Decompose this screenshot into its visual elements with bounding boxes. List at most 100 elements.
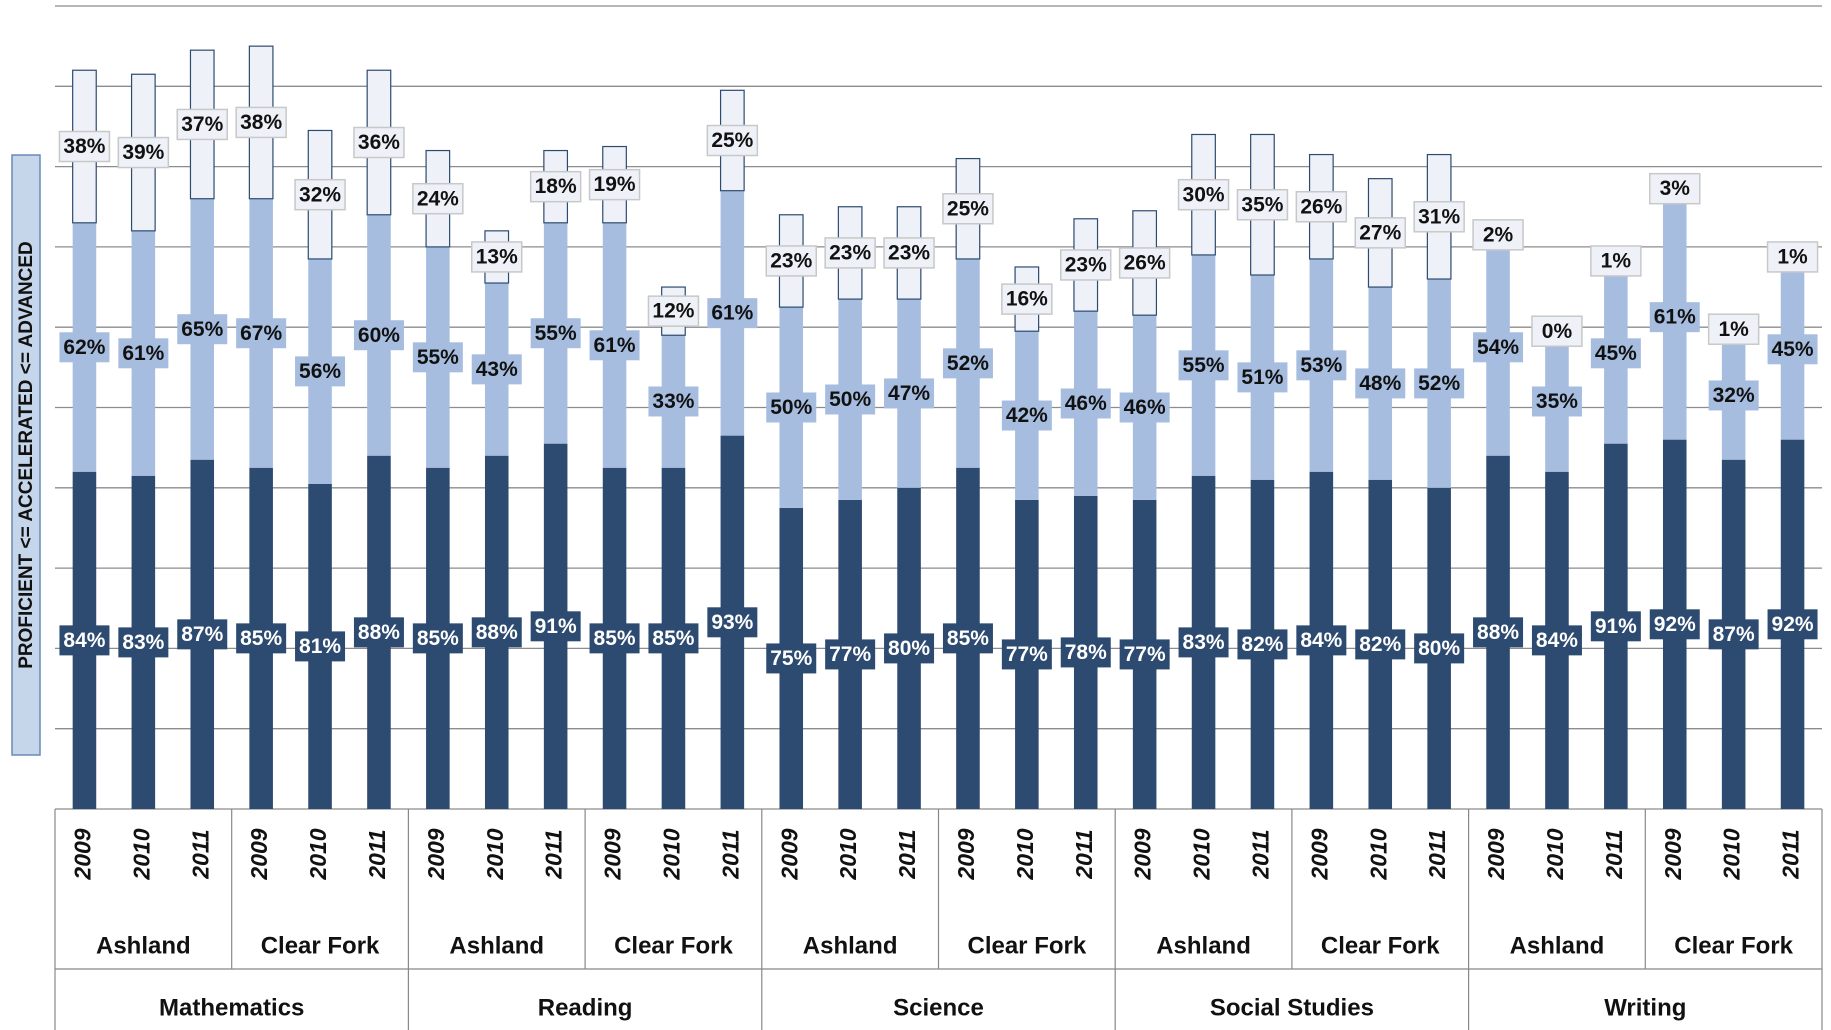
value-label: 23% (1065, 254, 1107, 277)
x-tick-label: 2009 (1306, 828, 1332, 880)
value-label-group: 85% (648, 623, 699, 654)
group-label: Ashland (449, 932, 544, 959)
supergroup-label: Writing (1604, 994, 1686, 1021)
value-label: 55% (417, 346, 459, 369)
value-label-box (295, 631, 346, 662)
value-label-box (353, 617, 404, 648)
value-label-box (588, 168, 641, 201)
value-label-box (1708, 380, 1759, 411)
value-label-box (1767, 609, 1818, 640)
x-tick-label: 2010 (659, 828, 685, 880)
x-tick-label: 2009 (1660, 828, 1686, 880)
value-label: 85% (240, 627, 282, 650)
group-label: Ashland (803, 932, 898, 959)
value-label-group: 39% (117, 136, 170, 169)
value-label: 23% (770, 249, 812, 272)
value-label: 91% (535, 615, 577, 638)
x-tick-label: 2011 (1601, 829, 1627, 879)
value-label: 65% (181, 318, 223, 341)
value-label-box (765, 245, 817, 277)
value-label: 1% (1777, 245, 1808, 268)
value-label: 51% (1241, 366, 1283, 389)
value-label-group: 50% (766, 392, 817, 423)
value-label-box (1649, 172, 1701, 205)
value-label-group: 88% (353, 617, 404, 648)
value-label-box (236, 623, 287, 654)
value-label-group: 45% (1590, 338, 1641, 369)
value-label-box (59, 625, 110, 656)
value-label: 13% (476, 245, 518, 268)
value-label-group: 23% (883, 237, 935, 269)
y-axis-label-group: PROFICIENT <= ACCELERATED <= ADVANCED (11, 154, 41, 756)
group-label: Clear Fork (1321, 932, 1440, 959)
value-label-box (59, 332, 110, 363)
value-label-group: 43% (471, 354, 522, 385)
value-label-box (1296, 350, 1347, 381)
value-label: 93% (711, 611, 753, 634)
value-label-group: 93% (707, 607, 758, 638)
value-label: 46% (1124, 396, 1166, 419)
value-label-box (1590, 245, 1642, 277)
x-tick-label: 2010 (128, 828, 154, 880)
value-label: 75% (770, 647, 812, 670)
x-tick-label: 2010 (1012, 828, 1038, 880)
value-label: 61% (594, 334, 636, 357)
value-label: 78% (1065, 641, 1107, 664)
value-label-group: 91% (530, 611, 581, 642)
value-label-group: 25% (706, 124, 759, 157)
value-label-box (1472, 219, 1524, 251)
value-label-group: 77% (1001, 639, 1052, 670)
value-label: 36% (358, 131, 400, 154)
value-label-box (118, 627, 169, 658)
value-label-group: 32% (1708, 380, 1759, 411)
value-label: 32% (1713, 384, 1755, 407)
value-label-group: 16% (1001, 283, 1053, 315)
value-label: 55% (1183, 354, 1225, 377)
x-tick-label: 2011 (1071, 829, 1097, 879)
value-label-box (942, 623, 993, 654)
value-label: 33% (652, 390, 694, 413)
value-label-group: 55% (1178, 350, 1229, 381)
group-label: Clear Fork (1674, 932, 1793, 959)
value-label-box (353, 320, 404, 351)
value-label-group: 48% (1355, 368, 1406, 399)
value-label-box (1413, 201, 1465, 233)
value-label-group: 47% (884, 378, 935, 409)
value-label: 37% (181, 113, 223, 136)
value-label-group: 82% (1355, 629, 1406, 660)
value-label-group: 18% (529, 170, 582, 203)
value-label-group: 31% (1413, 201, 1465, 233)
value-label: 38% (63, 135, 105, 158)
value-label: 83% (1183, 631, 1225, 654)
value-label-box (471, 354, 522, 385)
value-label-box (1531, 386, 1582, 417)
x-tick-label: 2009 (1130, 828, 1156, 880)
value-label-box (706, 124, 759, 157)
x-tick-label: 2010 (835, 828, 861, 880)
value-label-group: 61% (589, 330, 640, 361)
value-label-group: 83% (1178, 627, 1229, 658)
value-label: 18% (535, 175, 577, 198)
value-label-box (707, 298, 758, 329)
value-label-group: 92% (1649, 609, 1700, 640)
value-label-box (1708, 619, 1759, 650)
value-label: 85% (594, 627, 636, 650)
value-label: 85% (947, 627, 989, 650)
x-tick-label: 2010 (1542, 828, 1568, 880)
value-label-group: 78% (1060, 637, 1111, 668)
value-label-box (176, 108, 228, 141)
x-tick-label: 2011 (1778, 829, 1804, 879)
value-label-box (825, 384, 876, 415)
value-label-group: 23% (765, 245, 817, 277)
value-label: 50% (770, 396, 812, 419)
value-label-group: 2% (1472, 219, 1524, 251)
value-label: 52% (947, 352, 989, 375)
value-label-group: 77% (1119, 639, 1170, 670)
value-label-box (1236, 188, 1289, 221)
value-label-box (1119, 639, 1170, 670)
value-label-box (1355, 629, 1406, 660)
value-label-group: 55% (412, 342, 463, 373)
x-tick-label: 2011 (1424, 829, 1450, 879)
value-label-box (1354, 217, 1406, 249)
